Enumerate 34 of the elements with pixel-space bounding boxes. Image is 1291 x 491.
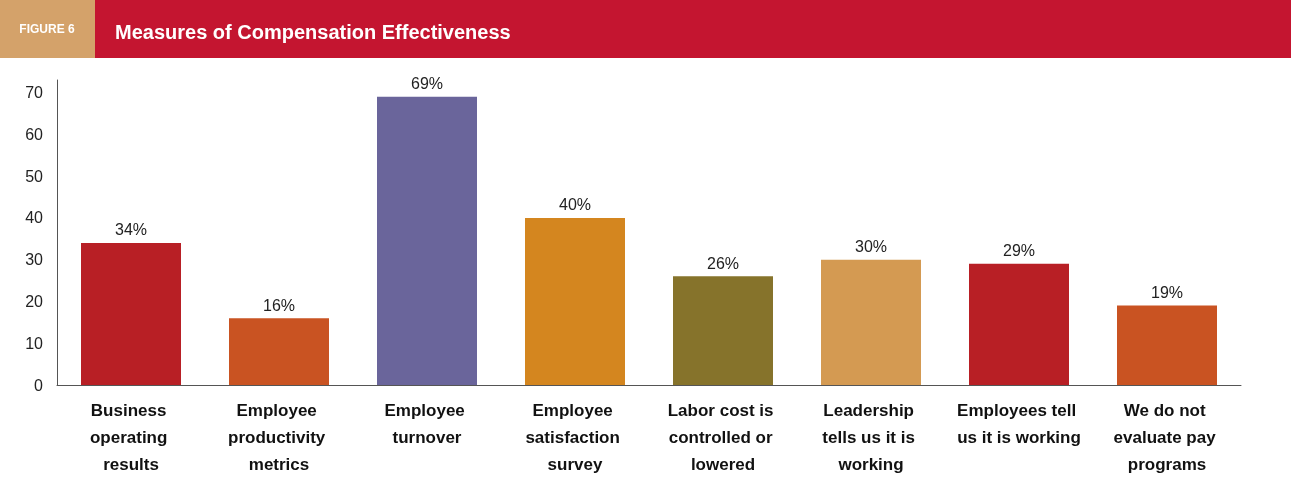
- x-tick-label: Leadership tells us it is working: [822, 401, 920, 474]
- data-label: 19%: [1150, 284, 1184, 302]
- bar: [229, 318, 329, 385]
- data-label: 34%: [114, 221, 148, 239]
- x-tick-label: We do not evaluate pay programs: [1113, 401, 1221, 474]
- x-tick-label: Employee productivity metrics: [227, 401, 331, 474]
- chart-title: Measures of Compensation Effectiveness: [115, 21, 511, 43]
- y-tick-label: 60: [25, 125, 44, 143]
- data-label: 16%: [262, 296, 296, 314]
- bar: [969, 263, 1069, 385]
- bar: [81, 242, 181, 385]
- y-tick-label: 50: [25, 167, 44, 185]
- data-label: 30%: [854, 238, 888, 256]
- y-tick-label: 40: [25, 209, 44, 227]
- x-tick-label: Employee turnover: [384, 401, 470, 447]
- data-label: 29%: [1002, 242, 1036, 260]
- y-tick-label: 70: [25, 84, 44, 102]
- bar: [821, 259, 921, 385]
- data-label: 26%: [706, 254, 740, 272]
- y-tick-label: 0: [34, 376, 44, 394]
- bar: [525, 217, 625, 385]
- caption: FIGURE 6: [19, 22, 75, 36]
- y-tick-label: 20: [25, 292, 44, 310]
- x-tick-label: Business operating results: [89, 401, 173, 474]
- bar: [377, 96, 477, 385]
- y-tick-label: 30: [25, 251, 44, 269]
- bar: [673, 276, 773, 385]
- bar: [1117, 305, 1217, 385]
- x-tick-label: Employee satisfaction survey: [525, 401, 625, 474]
- x-tick-label: Employees tell us it is working: [957, 401, 1081, 447]
- y-tick-label: 10: [25, 334, 44, 352]
- data-label: 69%: [410, 75, 444, 93]
- data-label: 40%: [558, 196, 592, 214]
- x-tick-label: Labor cost is controlled or lowered: [667, 401, 779, 474]
